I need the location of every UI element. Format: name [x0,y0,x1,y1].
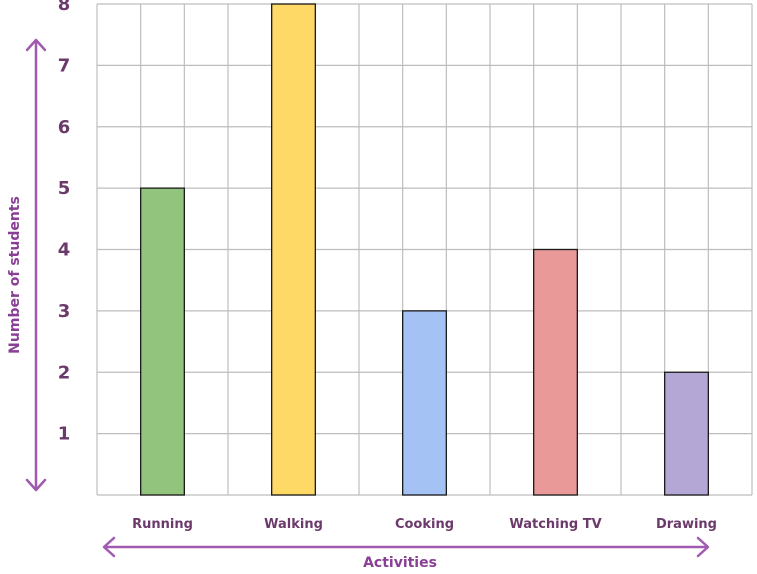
x-arrow-head-right [696,536,710,558]
bar-cooking [402,310,447,496]
y-tick-label: 5 [58,178,71,199]
y-tick-label: 2 [58,362,71,383]
x-arrow-head-left [102,536,116,558]
x-tick-label: Cooking [395,517,454,532]
y-tick-label: 4 [58,240,71,261]
x-axis-arrow [102,536,710,558]
bar-walking [271,3,316,496]
y-tick-label: 6 [58,117,71,138]
x-axis-title: Activities [363,555,437,571]
x-tick-label: Walking [264,517,323,532]
y-arrow-head-top [25,38,47,52]
y-axis-arrow [25,38,47,492]
y-tick-label: 1 [58,424,71,445]
y-arrow-head-bottom [25,478,47,492]
chart-bars [140,3,709,496]
y-tick-label: 8 [58,0,71,15]
bar-running [140,187,185,496]
y-axis-title: Number of students [7,196,23,354]
y-tick-label: 3 [58,301,71,322]
bar-drawing [664,371,709,496]
x-tick-label: Running [132,517,193,532]
y-axis-ticks: 1 2 3 4 5 6 7 8 [58,0,71,445]
x-tick-label: Watching TV [509,517,601,532]
x-axis-categories: Running Walking Cooking Watching TV Drawing [132,517,717,532]
bar-watching-tv [533,248,578,496]
y-tick-label: 7 [58,55,71,76]
x-tick-label: Drawing [656,517,717,532]
